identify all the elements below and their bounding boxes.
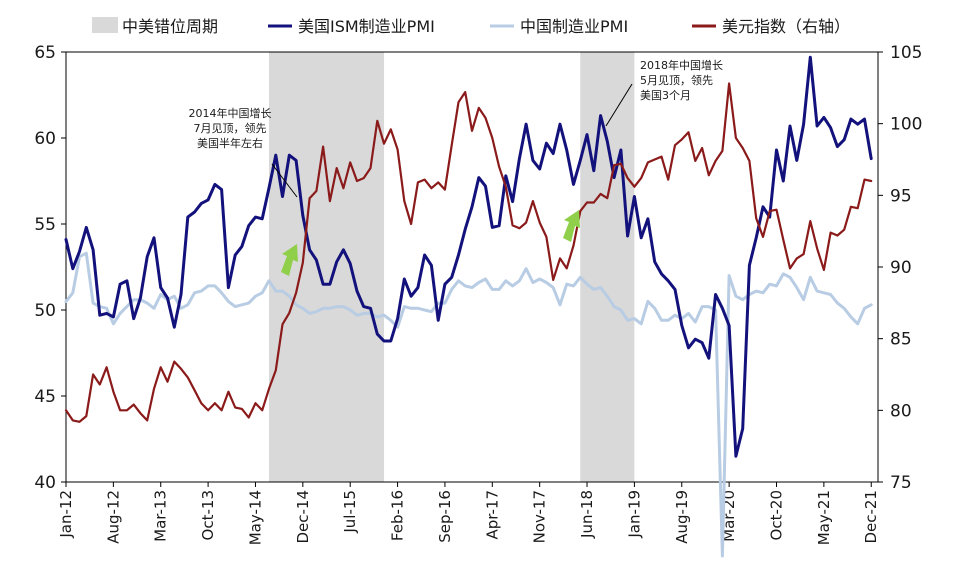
x-tick-label: Aug-12 [104,490,122,544]
annotation-text: 美国3个月 [640,89,691,102]
series-line-1 [64,55,873,458]
x-tick-label: Dec-14 [294,490,312,544]
right-y-tick-label: 95 [890,186,912,206]
series-layer [64,55,873,558]
annotation-leader-2 [605,83,633,127]
right-y-axis: 75 80 85 90 95 100 105 [878,43,922,493]
right-y-tick-label: 100 [890,115,922,135]
annotation-leader-1 [271,163,298,198]
left-y-tick-label: 65 [34,43,56,63]
shaded-period-2 [580,52,635,482]
x-tick-label: Aug-19 [673,490,691,544]
right-y-tick-label: 85 [890,330,912,350]
legend-label: 中国制造业PMI [520,17,628,36]
x-axis: Jan-12 Aug-12 Mar-13 Oct-13 May-14 Dec-14 Jul-… [57,482,880,545]
legend-label: 美国ISM制造业PMI [298,17,435,36]
x-tick-label: May-14 [246,490,264,545]
left-y-tick-label: 40 [34,473,56,493]
legend-label: 美元指数（右轴） [722,17,850,36]
left-y-tick-label: 50 [34,301,56,321]
legend: 中美错位周期 美国ISM制造业PMI 中国制造业PMI 美元指数（右轴） [92,17,850,36]
series-line-3 [64,82,873,423]
x-tick-label: Mar-13 [152,490,170,542]
x-tick-label: Feb-16 [389,490,407,541]
annotation-text: 2014年中国增长 [189,106,272,120]
right-y-tick-label: 105 [890,43,922,63]
left-y-tick-label: 45 [34,387,56,407]
green-arrow-1 [281,244,298,276]
green-arrow-2 [563,210,580,242]
left-y-tick-label: 55 [34,215,56,235]
x-tick-label: Jan-19 [625,490,643,539]
x-tick-label: Jul-15 [341,490,359,534]
x-tick-label: Oct-13 [199,490,217,540]
annotation-text: 5月见顶，领先 [640,74,713,87]
right-y-tick-label: 80 [890,401,912,421]
series-line-2 [64,251,873,558]
annotation-text: 美国半年左右 [197,136,263,150]
left-y-tick-label: 60 [34,129,56,149]
markers [281,210,580,276]
right-y-tick-label: 75 [890,473,912,493]
annotation-text: 7月见顶，领先 [194,122,267,135]
legend-swatch-1 [92,17,118,33]
left-y-axis: 40 45 50 55 60 65 [34,43,66,493]
x-tick-label: Dec-21 [862,490,880,544]
legend-label: 中美错位周期 [122,17,218,36]
x-tick-label: Oct-20 [768,490,786,540]
x-tick-label: Sep-16 [436,490,454,543]
x-tick-label: Jan-12 [57,490,75,539]
shaded-periods [269,52,635,482]
x-tick-label: Jun-18 [578,490,596,539]
right-y-tick-label: 90 [890,258,912,278]
x-tick-label: Nov-17 [531,490,549,543]
annotation-text: 2018年中国增长 [640,58,723,72]
x-tick-label: May-21 [815,490,833,545]
x-tick-label: Apr-17 [483,490,501,540]
